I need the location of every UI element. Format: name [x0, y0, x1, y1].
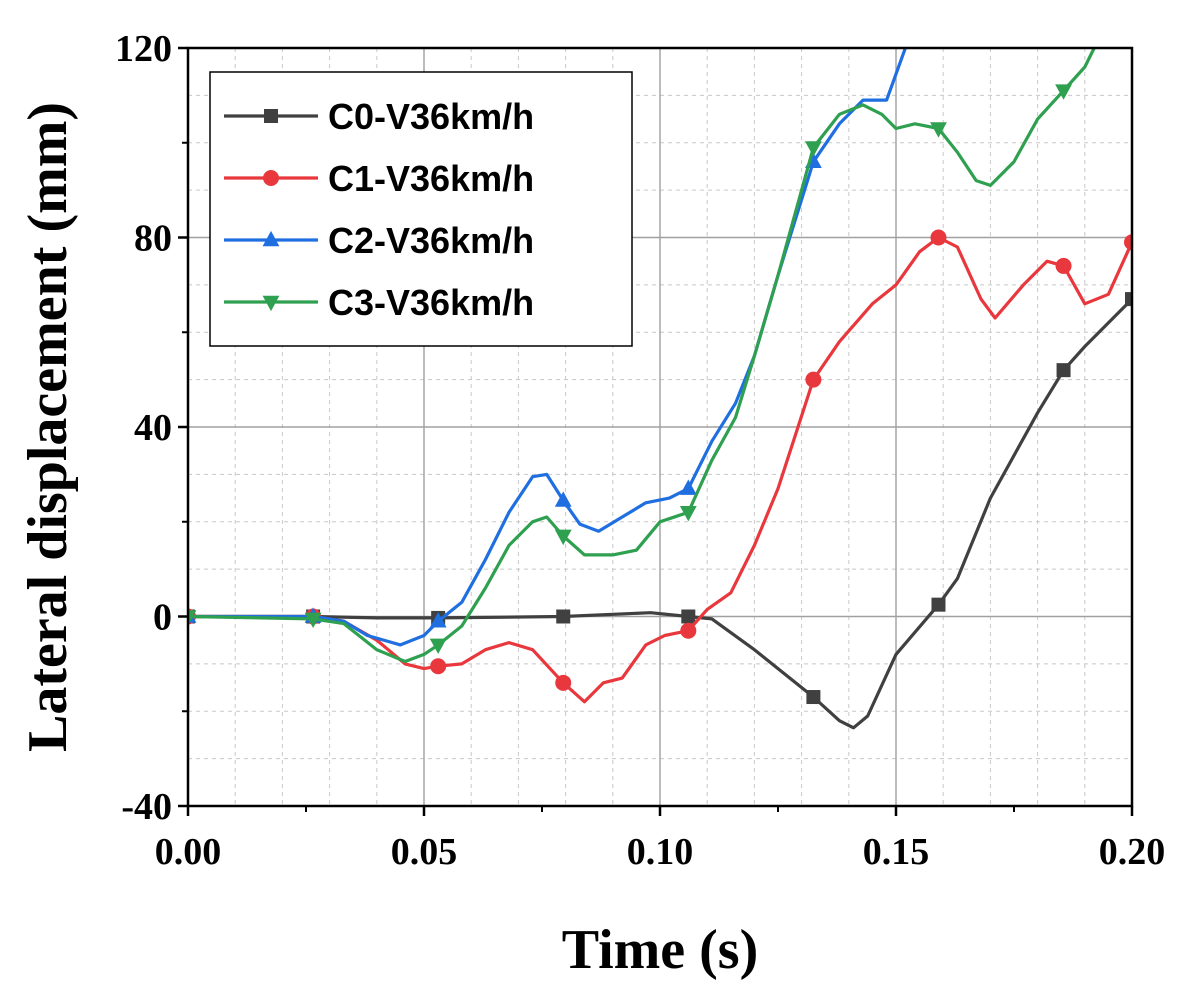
ticks: 0.00 0.05 0.10 0.15 0.20 -40 0 40 80 120 [115, 28, 1165, 873]
data-point-marker [430, 658, 447, 675]
legend-label: C2-V36km/h [328, 220, 534, 261]
legend-marker [263, 170, 279, 186]
data-point-marker [554, 529, 572, 546]
y-tick-label: 0 [153, 597, 172, 639]
x-tick-label: 0.05 [391, 831, 458, 873]
series-line-0 [188, 297, 1132, 730]
data-point-marker [930, 122, 947, 138]
legend-label: C3-V36km/h [328, 282, 534, 323]
data-point-marker [805, 141, 822, 157]
y-tick-label: -40 [121, 786, 172, 828]
y-tick-label: 80 [134, 218, 172, 260]
legend-marker [262, 295, 280, 312]
data-point-marker [679, 505, 697, 522]
data-point-marker [429, 638, 447, 655]
legend-item: C2-V36km/h [224, 220, 534, 261]
x-axis-title: Time (s) [562, 919, 759, 981]
legend-item: C0-V36km/h [224, 96, 534, 137]
data-point-marker [805, 371, 822, 388]
legend: C0-V36km/h C1-V36km/h C2-V36km/h C3-V36km/h [209, 71, 633, 347]
data-point-marker [556, 609, 571, 624]
series-layer [188, 48, 1132, 730]
data-point-marker [1125, 292, 1132, 307]
legend-item: C3-V36km/h [224, 282, 534, 323]
legend-marker [262, 230, 280, 247]
legend-box [209, 71, 633, 347]
x-tick-label: 0.15 [863, 831, 930, 873]
x-tick-label: 0.00 [155, 831, 222, 873]
data-point-marker [680, 622, 697, 639]
data-point-marker [1055, 84, 1072, 100]
data-point-marker [1124, 234, 1132, 251]
y-tick-label: 120 [115, 28, 172, 70]
data-point-marker [931, 597, 946, 612]
data-point-marker [681, 609, 696, 624]
data-point-marker [930, 229, 947, 246]
legend-label: C1-V36km/h [328, 158, 534, 199]
data-point-marker [429, 612, 447, 628]
legend-label: C0-V36km/h [328, 96, 534, 137]
data-point-marker [555, 674, 572, 691]
y-axis-title: Lateral displacement (mm) [17, 102, 79, 752]
data-point-marker [1056, 363, 1071, 378]
data-point-marker [806, 690, 821, 705]
data-point-marker [188, 610, 197, 626]
series-3 [188, 48, 1096, 664]
x-tick-label: 0.10 [627, 831, 694, 873]
data-point-marker [304, 612, 322, 628]
series-line-2 [188, 48, 907, 647]
data-point-marker [554, 491, 572, 507]
y-tick-label: 40 [134, 407, 172, 449]
data-point-marker [679, 479, 697, 495]
legend-item: C1-V36km/h [224, 158, 534, 199]
legend-marker [264, 109, 278, 123]
data-point-marker [1055, 257, 1072, 274]
x-tick-label: 0.20 [1099, 831, 1166, 873]
